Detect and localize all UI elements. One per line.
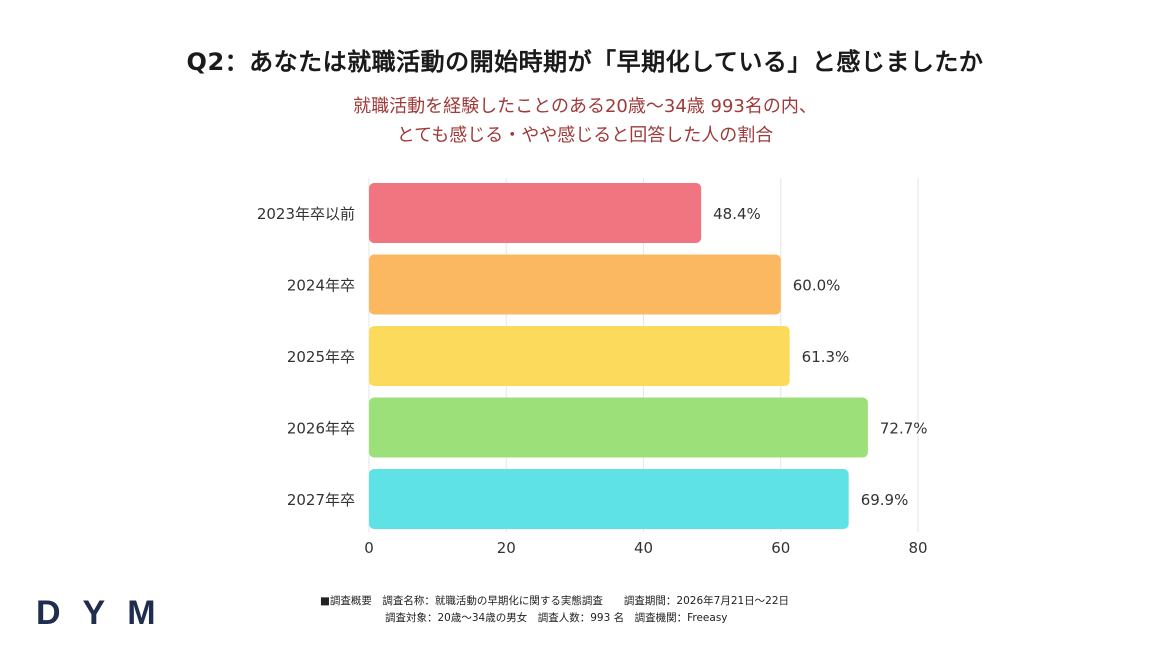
bar: [369, 397, 868, 458]
bar: [369, 326, 790, 386]
bar: [369, 254, 781, 315]
survey-footnote-line1: ■調査概要 調査名称：就職活動の早期化に関する実態調査 調査期間：2026年7月…: [320, 595, 790, 607]
category-label: 2023年卒以前: [257, 205, 355, 223]
chart-subtitle-line2: とても感じる・やや感じると回答した人の割合: [396, 125, 774, 146]
x-tick-label: 60: [771, 539, 790, 557]
x-tick-label: 80: [908, 539, 927, 557]
x-tick-label: 40: [634, 539, 653, 557]
value-label: 72.7%: [880, 420, 928, 438]
value-label: 61.3%: [802, 348, 850, 366]
category-label: 2025年卒: [287, 348, 355, 366]
value-label: 69.9%: [861, 491, 909, 509]
value-label: 48.4%: [713, 205, 761, 223]
category-label: 2024年卒: [287, 277, 355, 295]
x-tick-label: 0: [364, 539, 374, 557]
chart-subtitle-line1: 就職活動を経験したことのある20歳〜34歳 993名の内、: [353, 96, 817, 117]
dym-logo: DYM: [36, 594, 178, 632]
category-label: 2027年卒: [287, 491, 355, 509]
x-tick-label: 20: [497, 539, 516, 557]
bar: [369, 469, 849, 529]
bar: [369, 183, 702, 243]
value-label: 60.0%: [793, 277, 841, 295]
category-label: 2026年卒: [287, 420, 355, 438]
survey-footnote-line2: 調査対象：20歳〜34歳の男女 調査人数：993 名 調査機関：Freeasy: [385, 612, 728, 624]
chart-title: Q2：あなたは就職活動の開始時期が「早期化している」と感じましたか: [186, 48, 984, 76]
